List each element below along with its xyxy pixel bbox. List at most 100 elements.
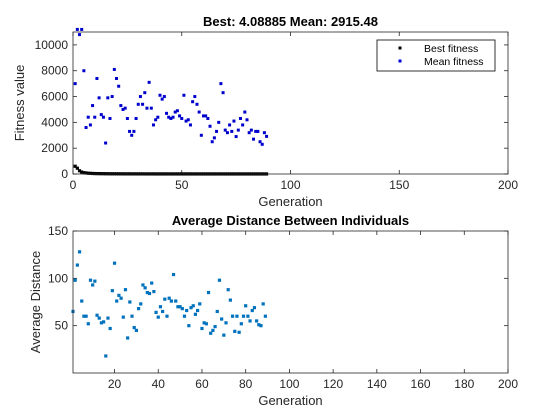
distance-x-tick-label: 200 — [498, 377, 518, 391]
mean-fitness-point — [97, 96, 101, 100]
mean-fitness-point — [208, 124, 212, 128]
distance-point — [97, 316, 101, 320]
distance-plot-border — [72, 230, 509, 374]
mean-fitness-point — [121, 107, 125, 111]
mean-fitness-point — [136, 102, 140, 106]
distance-point — [215, 309, 219, 314]
distance-point — [132, 325, 136, 330]
mean-fitness-point — [165, 111, 169, 115]
fitness-chart: Best: 4.08885 Mean: 2915.48 Generation F… — [12, 14, 518, 209]
mean-fitness-point — [78, 33, 82, 37]
distance-point — [222, 333, 226, 337]
fitness-y-ticks: 0 2000 4000 6000 8000 10000 — [35, 38, 508, 181]
fitness-x-tick-label: 100 — [280, 178, 300, 192]
mean-fitness-point — [173, 110, 177, 114]
distance-point — [171, 272, 176, 277]
mean-fitness-point — [238, 116, 242, 120]
fitness-x-tick-label: 0 — [70, 178, 77, 192]
mean-fitness-point — [249, 128, 253, 132]
distance-point — [224, 321, 228, 325]
legend-mean-label: Mean fitness — [424, 56, 484, 68]
mean-fitness-point — [212, 136, 216, 140]
distance-point — [80, 299, 84, 303]
distance-point — [200, 326, 204, 331]
mean-fitness-point — [254, 129, 258, 133]
distance-x-tick-label: 20 — [108, 377, 122, 391]
distance-y-tick-label: 100 — [48, 271, 68, 285]
mean-fitness-point — [258, 140, 262, 144]
mean-fitness-point — [91, 104, 95, 108]
distance-point — [259, 324, 263, 328]
mean-fitness-point — [132, 129, 136, 133]
fitness-y-axis-label: Fitness value — [12, 65, 27, 142]
distance-point — [180, 307, 184, 311]
mean-fitness-point — [154, 118, 158, 122]
mean-fitness-point — [110, 95, 114, 99]
distance-point — [185, 308, 189, 313]
distance-point — [136, 307, 141, 311]
mean-fitness-point — [115, 76, 118, 80]
mean-fitness-point — [75, 27, 79, 31]
mean-fitness-point — [73, 82, 77, 86]
mean-fitness-point — [84, 126, 88, 130]
distance-point — [121, 315, 125, 319]
distance-point — [141, 283, 145, 287]
distance-point — [104, 354, 108, 358]
mean-fitness-point — [175, 109, 179, 113]
mean-fitness-point — [223, 128, 227, 132]
distance-x-tick-label: 80 — [239, 377, 253, 391]
best-fitness-point — [93, 171, 97, 176]
distance-point — [102, 320, 106, 324]
distance-y-tick-label: 50 — [55, 319, 69, 333]
mean-fitness-point — [228, 123, 232, 127]
mean-fitness-point — [245, 118, 249, 122]
fitness-chart-title: Best: 4.08885 Mean: 2915.48 — [203, 14, 378, 29]
fitness-x-tick-label: 200 — [498, 178, 518, 192]
distance-point — [220, 317, 224, 321]
mean-fitness-point — [195, 102, 199, 106]
distance-point — [241, 314, 246, 318]
best-fitness-point — [86, 171, 90, 175]
distance-point — [123, 288, 128, 292]
distance-chart-title: Average Distance Between Individuals — [172, 213, 409, 228]
mean-fitness-point — [149, 106, 153, 110]
best-fitness-point — [88, 171, 92, 175]
distance-point — [191, 304, 195, 308]
distance-y-ticks: 50 100 150 — [48, 224, 508, 333]
mean-fitness-point — [108, 116, 112, 120]
fitness-x-tick-label: 150 — [389, 178, 409, 192]
mean-fitness-point — [95, 76, 99, 80]
distance-point — [112, 261, 117, 265]
mean-fitness-point — [162, 95, 166, 99]
mean-fitness-point — [215, 129, 219, 133]
mean-fitness-point — [151, 123, 155, 127]
mean-fitness-point — [160, 97, 164, 101]
mean-fitness-point — [82, 69, 86, 73]
mean-fitness-point — [128, 129, 132, 133]
fitness-y-tick-label: 6000 — [41, 90, 68, 104]
mean-fitness-point — [119, 104, 123, 108]
distance-point — [261, 302, 265, 306]
mean-fitness-point — [230, 129, 234, 133]
fitness-y-tick-label: 4000 — [41, 115, 68, 129]
mean-fitness-point — [202, 114, 205, 118]
distance-point — [235, 314, 239, 318]
mean-fitness-point — [138, 95, 142, 99]
mean-fitness-point — [188, 123, 192, 127]
mean-fitness-point — [141, 102, 145, 106]
distance-point — [167, 296, 171, 300]
mean-fitness-point — [243, 110, 247, 114]
distance-point — [115, 299, 119, 303]
distance-point — [213, 325, 217, 329]
mean-fitness-point — [93, 115, 97, 119]
distance-point — [134, 328, 138, 332]
distance-point — [73, 278, 77, 282]
distance-point — [174, 299, 178, 303]
mean-fitness-point — [143, 91, 147, 95]
distance-x-tick-label: 160 — [411, 377, 431, 391]
distance-point — [165, 314, 169, 318]
distance-point — [193, 312, 198, 316]
distance-point — [195, 308, 200, 313]
mean-fitness-point — [265, 134, 269, 138]
distance-y-axis-label: Average Distance — [28, 251, 43, 353]
